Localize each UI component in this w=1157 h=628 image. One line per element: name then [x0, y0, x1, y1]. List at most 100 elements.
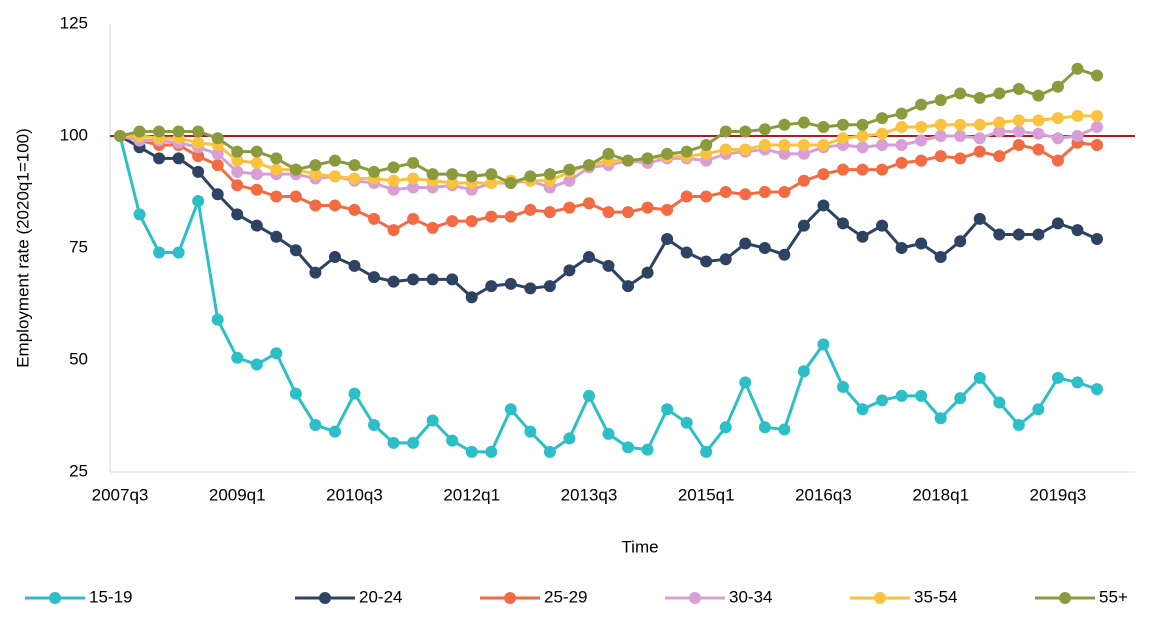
legend-marker [874, 592, 886, 604]
data-point [133, 208, 146, 221]
x-tick-label: 2019q3 [1030, 485, 1087, 504]
data-point [504, 277, 517, 290]
data-point [1032, 228, 1045, 241]
data-point [309, 199, 322, 212]
data-point [1091, 69, 1103, 82]
data-point [876, 112, 889, 125]
data-point [993, 125, 1006, 138]
data-point [328, 250, 341, 263]
data-point [817, 121, 830, 134]
data-point [700, 147, 713, 160]
data-point [954, 152, 967, 165]
data-point [954, 235, 967, 248]
data-point [661, 233, 674, 246]
data-point [348, 172, 361, 185]
data-point [661, 147, 674, 160]
data-point [407, 436, 420, 449]
data-point [817, 199, 830, 212]
data-point [876, 219, 889, 232]
data-point [700, 190, 713, 203]
data-point [1012, 125, 1025, 138]
data-point [426, 221, 439, 234]
data-point [973, 145, 986, 158]
data-point [778, 248, 791, 261]
data-point [1051, 154, 1064, 167]
data-point [387, 183, 400, 196]
data-point [680, 190, 693, 203]
data-point [778, 186, 791, 198]
data-point [954, 130, 967, 142]
data-point [622, 206, 635, 219]
data-point [1032, 114, 1045, 127]
data-point [250, 219, 263, 232]
data-point [934, 412, 947, 425]
data-point [289, 190, 302, 203]
data-point [817, 168, 830, 181]
data-point [192, 136, 205, 149]
data-point [895, 121, 908, 134]
data-point [250, 168, 263, 181]
data-point [543, 206, 556, 219]
x-tick-label: 2010q3 [326, 485, 383, 504]
data-point [211, 159, 224, 172]
data-point [993, 396, 1006, 409]
data-point [328, 199, 341, 212]
data-point [602, 147, 615, 160]
data-point [758, 138, 771, 151]
data-point [250, 156, 263, 169]
data-point [797, 365, 810, 378]
data-point [739, 143, 752, 156]
data-point [856, 141, 869, 154]
data-point [250, 183, 263, 196]
data-point [368, 418, 381, 431]
data-point [739, 125, 752, 138]
data-point [856, 163, 869, 176]
data-point [563, 432, 576, 445]
data-point [934, 150, 947, 163]
data-point [231, 179, 244, 192]
data-point [1091, 233, 1103, 246]
data-point [778, 147, 791, 160]
data-point [133, 125, 146, 138]
data-point [1051, 132, 1064, 145]
data-point [778, 118, 791, 131]
data-point [563, 163, 576, 176]
data-point [622, 441, 635, 454]
data-point [836, 217, 849, 230]
data-point [289, 387, 302, 400]
data-point [426, 414, 439, 427]
legend-label: 20-24 [359, 587, 402, 606]
data-point [680, 416, 693, 429]
data-point [973, 118, 986, 131]
data-point [172, 125, 185, 138]
data-point [446, 434, 459, 447]
data-point [817, 138, 830, 151]
data-point [582, 197, 595, 210]
data-point [1032, 89, 1045, 102]
data-point [446, 273, 459, 286]
data-point [661, 203, 674, 216]
data-point [289, 163, 302, 176]
data-point [192, 125, 205, 138]
data-point [328, 170, 341, 183]
legend-label: 25-29 [544, 587, 587, 606]
data-point [582, 250, 595, 263]
data-point [602, 427, 615, 440]
data-point [543, 445, 556, 458]
data-point [758, 186, 771, 198]
data-point [1091, 109, 1103, 122]
data-point [387, 436, 400, 449]
data-point [856, 403, 869, 416]
data-point [563, 201, 576, 214]
y-tick-label: 125 [60, 13, 88, 32]
y-tick-label: 100 [60, 125, 88, 144]
data-point [231, 165, 244, 178]
data-point [485, 445, 498, 458]
legend-label: 55+ [1099, 587, 1128, 606]
data-point [758, 421, 771, 434]
data-point [426, 273, 439, 286]
data-point [817, 338, 830, 351]
data-point [876, 127, 889, 140]
data-point [1071, 109, 1084, 122]
data-point [1012, 82, 1025, 95]
